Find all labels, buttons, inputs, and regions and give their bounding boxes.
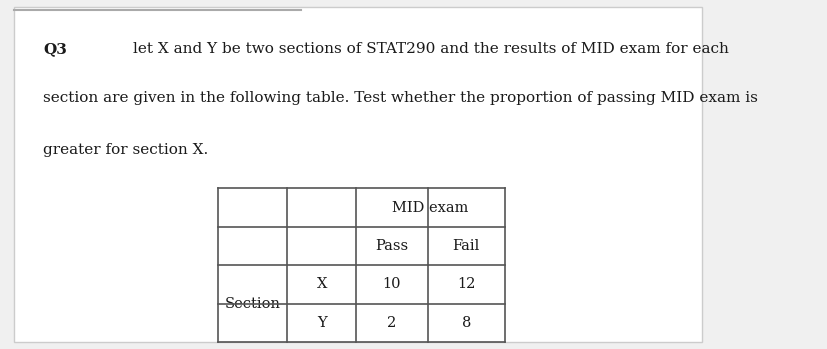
Text: 10: 10 <box>382 277 400 291</box>
Text: 8: 8 <box>461 316 471 330</box>
Text: Fail: Fail <box>452 239 480 253</box>
Text: Pass: Pass <box>375 239 408 253</box>
Text: MID exam: MID exam <box>392 201 468 215</box>
Text: Q3: Q3 <box>43 42 67 56</box>
Text: greater for section X.: greater for section X. <box>43 143 208 157</box>
Text: let X and Y be two sections of STAT290 and the results of MID exam for each: let X and Y be two sections of STAT290 a… <box>132 42 728 56</box>
Text: Section: Section <box>225 297 280 311</box>
Text: Y: Y <box>317 316 326 330</box>
Text: 2: 2 <box>387 316 396 330</box>
Text: 12: 12 <box>457 277 475 291</box>
Text: section are given in the following table. Test whether the proportion of passing: section are given in the following table… <box>43 91 757 105</box>
Text: X: X <box>316 277 327 291</box>
FancyBboxPatch shape <box>14 7 701 342</box>
